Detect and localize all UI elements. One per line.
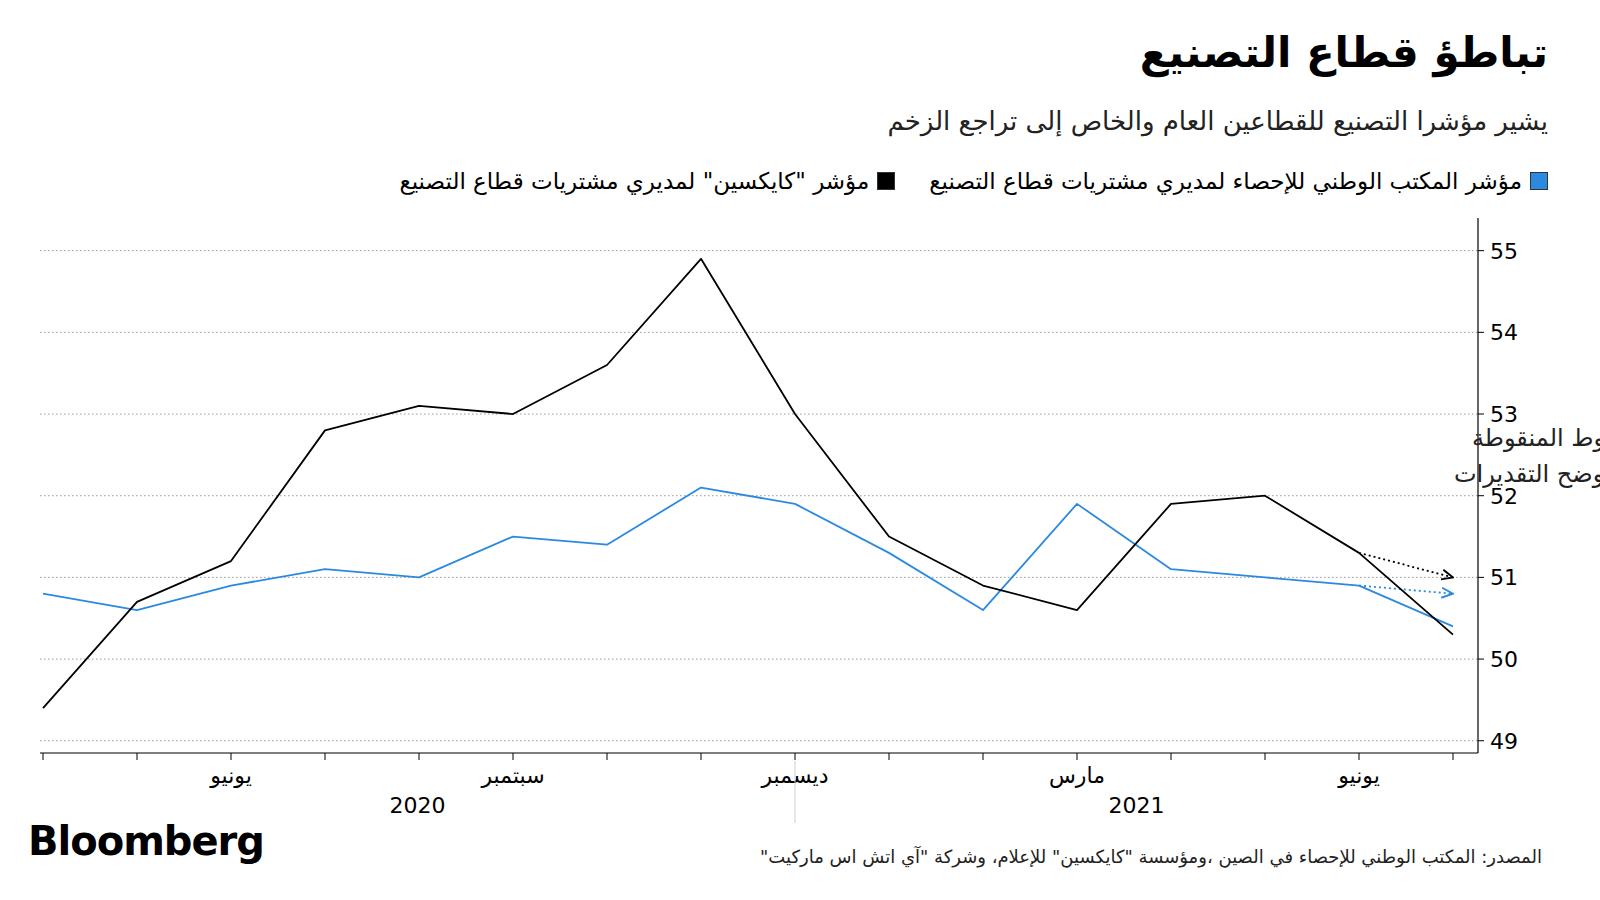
y-tick bbox=[1478, 250, 1484, 251]
series-line bbox=[43, 488, 1453, 627]
estimate-line bbox=[1359, 553, 1453, 578]
x-tick-label: يونيو bbox=[209, 763, 252, 788]
x-tick bbox=[1077, 753, 1078, 760]
annotation: توضح التقديرات bbox=[1454, 460, 1600, 488]
grid-line bbox=[40, 659, 1478, 660]
grid-line bbox=[40, 250, 1478, 251]
y-tick bbox=[1478, 495, 1484, 496]
brand: Bloomberg bbox=[28, 818, 264, 864]
y-tick-label: 50 bbox=[1490, 647, 1518, 672]
x-tick bbox=[1453, 753, 1454, 760]
chart: 49505152535455يونيوسبتمبرديسمبرمارسيونيو… bbox=[0, 0, 1600, 900]
year-divider bbox=[795, 761, 796, 823]
legend: مؤشر المكتب الوطني للإحصاء لمديري مشتريا… bbox=[399, 168, 1548, 194]
x-tick bbox=[137, 753, 138, 760]
legend-swatch bbox=[1530, 172, 1548, 190]
legend-label: مؤشر المكتب الوطني للإحصاء لمديري مشتريا… bbox=[929, 168, 1522, 194]
y-tick bbox=[1478, 577, 1484, 578]
estimate-line bbox=[1359, 586, 1453, 594]
y-tick-label: 55 bbox=[1490, 239, 1518, 264]
x-tick-label: يونيو bbox=[1337, 763, 1380, 788]
x-tick-label: مارس bbox=[1049, 763, 1105, 789]
year-label: 2021 bbox=[1109, 793, 1165, 818]
x-tick bbox=[701, 753, 702, 760]
grid-line bbox=[40, 332, 1478, 333]
x-tick bbox=[983, 753, 984, 760]
grid-line bbox=[40, 414, 1478, 415]
y-tick-label: 51 bbox=[1490, 565, 1518, 590]
legend-swatch bbox=[877, 172, 895, 190]
x-tick bbox=[795, 753, 796, 760]
plot-area bbox=[43, 259, 1453, 708]
subtitle: يشير مؤشرا التصنيع للقطاعين العام والخاص… bbox=[887, 106, 1548, 136]
x-tick-label: سبتمبر bbox=[480, 763, 544, 788]
x-tick bbox=[889, 753, 890, 760]
legend-item: مؤشر المكتب الوطني للإحصاء لمديري مشتريا… bbox=[929, 168, 1548, 194]
x-tick bbox=[43, 753, 44, 760]
y-tick bbox=[1478, 659, 1484, 660]
y-tick bbox=[1478, 332, 1484, 333]
x-tick bbox=[419, 753, 420, 760]
year-label: 2020 bbox=[390, 793, 446, 818]
legend-label: مؤشر "كايكسين" لمديري مشتريات قطاع التصن… bbox=[399, 168, 869, 194]
x-axis bbox=[40, 752, 1478, 753]
x-tick bbox=[325, 753, 326, 760]
series-line bbox=[43, 259, 1453, 708]
title: تباطؤ قطاع التصنيع bbox=[1140, 28, 1548, 77]
x-tick bbox=[1359, 753, 1360, 760]
annotation: الخطوط المنقوطة bbox=[1472, 424, 1600, 452]
x-tick bbox=[607, 753, 608, 760]
y-tick-label: 49 bbox=[1490, 729, 1518, 754]
x-tick bbox=[513, 753, 514, 760]
y-tick bbox=[1478, 414, 1484, 415]
legend-item: مؤشر "كايكسين" لمديري مشتريات قطاع التصن… bbox=[399, 168, 895, 194]
grid-line bbox=[40, 740, 1478, 741]
source: المصدر: المكتب الوطني للإحصاء في الصين ،… bbox=[760, 846, 1542, 867]
x-tick bbox=[1265, 753, 1266, 760]
y-tick bbox=[1478, 740, 1484, 741]
x-tick bbox=[1171, 753, 1172, 760]
y-tick-label: 54 bbox=[1490, 320, 1518, 345]
x-tick bbox=[231, 753, 232, 760]
